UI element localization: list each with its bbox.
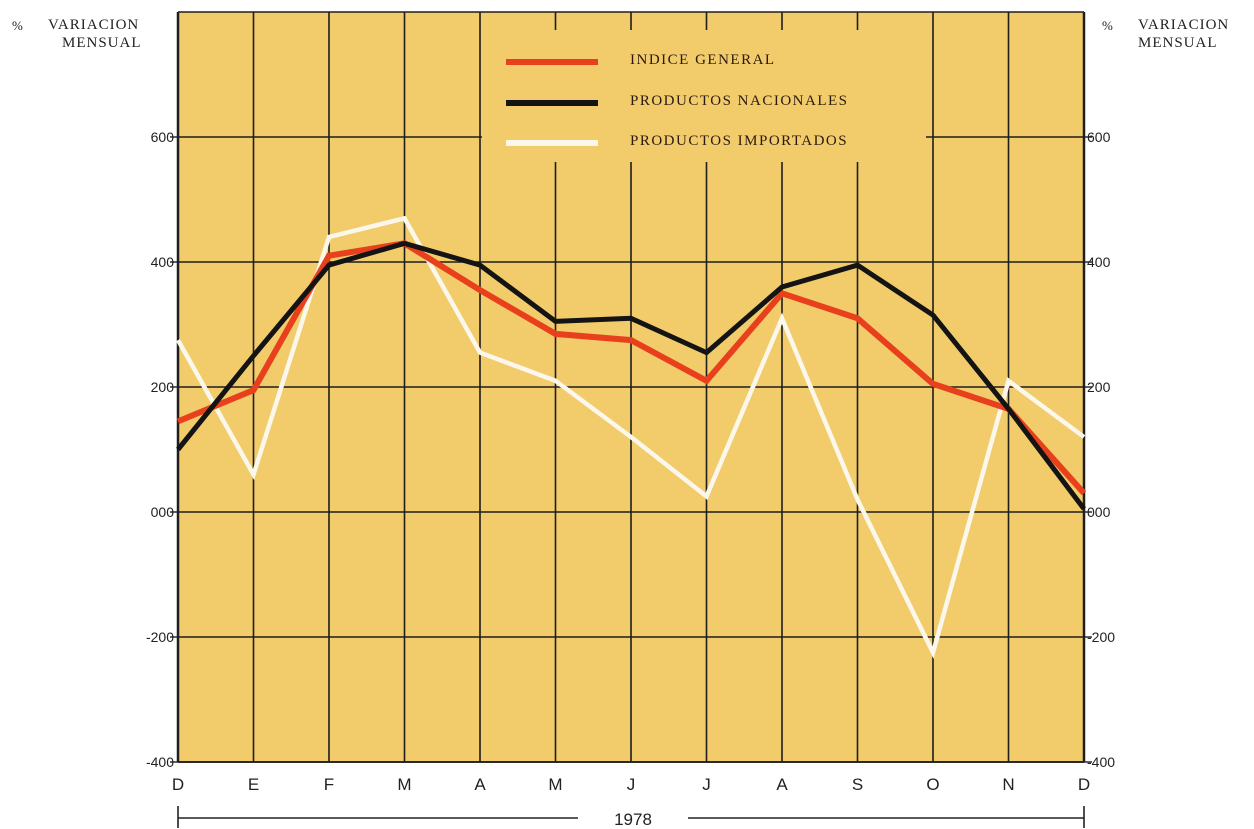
left-y-tick-label: -400: [146, 754, 174, 770]
x-tick-label: A: [776, 775, 788, 794]
x-tick-label: S: [852, 775, 863, 794]
right-y-tick-label: 000: [1087, 504, 1111, 520]
series-line-productos-nacionales: [176, 240, 1086, 511]
x-tick-label: E: [248, 775, 259, 794]
x-axis-label-year: 1978: [614, 810, 652, 829]
series-line-indice-general: [176, 240, 1087, 496]
series-line-productos-importados: [176, 215, 1086, 659]
x-tick-label: J: [702, 775, 711, 794]
x-tick-label: D: [172, 775, 184, 794]
x-tick-label: N: [1002, 775, 1014, 794]
x-tick-label: M: [548, 775, 562, 794]
left-y-tick-label: -200: [146, 629, 174, 645]
x-tick-label: M: [397, 775, 411, 794]
x-tick-label: D: [1078, 775, 1090, 794]
right-axis-title-line2: MENSUAL: [1138, 35, 1218, 51]
x-tick-label: F: [324, 775, 334, 794]
legend-label: PRODUCTOS NACIONALES: [630, 93, 849, 109]
right-percent-symbol: %: [1102, 18, 1114, 33]
left-y-tick-label: 400: [151, 254, 175, 270]
right-axis-title: % VARIACION MENSUAL: [1102, 18, 1252, 58]
left-percent-symbol: %: [12, 18, 24, 33]
legend-label: INDICE GENERAL: [630, 52, 776, 68]
left-axis-title-line1: VARIACION: [48, 17, 140, 33]
right-y-tick-label: 400: [1087, 254, 1111, 270]
right-y-tick-label: -200: [1087, 629, 1115, 645]
left-y-tick-label: 000: [151, 504, 175, 520]
left-axis-title: % VARIACION MENSUAL: [12, 18, 172, 58]
right-axis-title-line1: VARIACION: [1138, 17, 1230, 33]
right-y-tick-label: 600: [1087, 129, 1111, 145]
left-y-tick-label: 600: [151, 129, 175, 145]
left-y-tick-label: 200: [151, 379, 175, 395]
right-y-tick-label: -400: [1087, 754, 1115, 770]
x-tick-label: O: [926, 775, 939, 794]
x-tick-label: J: [627, 775, 636, 794]
left-axis-title-line2: MENSUAL: [62, 35, 142, 51]
x-tick-label: A: [474, 775, 486, 794]
right-y-tick-label: 200: [1087, 379, 1111, 395]
legend-label: PRODUCTOS IMPORTADOS: [630, 133, 848, 149]
